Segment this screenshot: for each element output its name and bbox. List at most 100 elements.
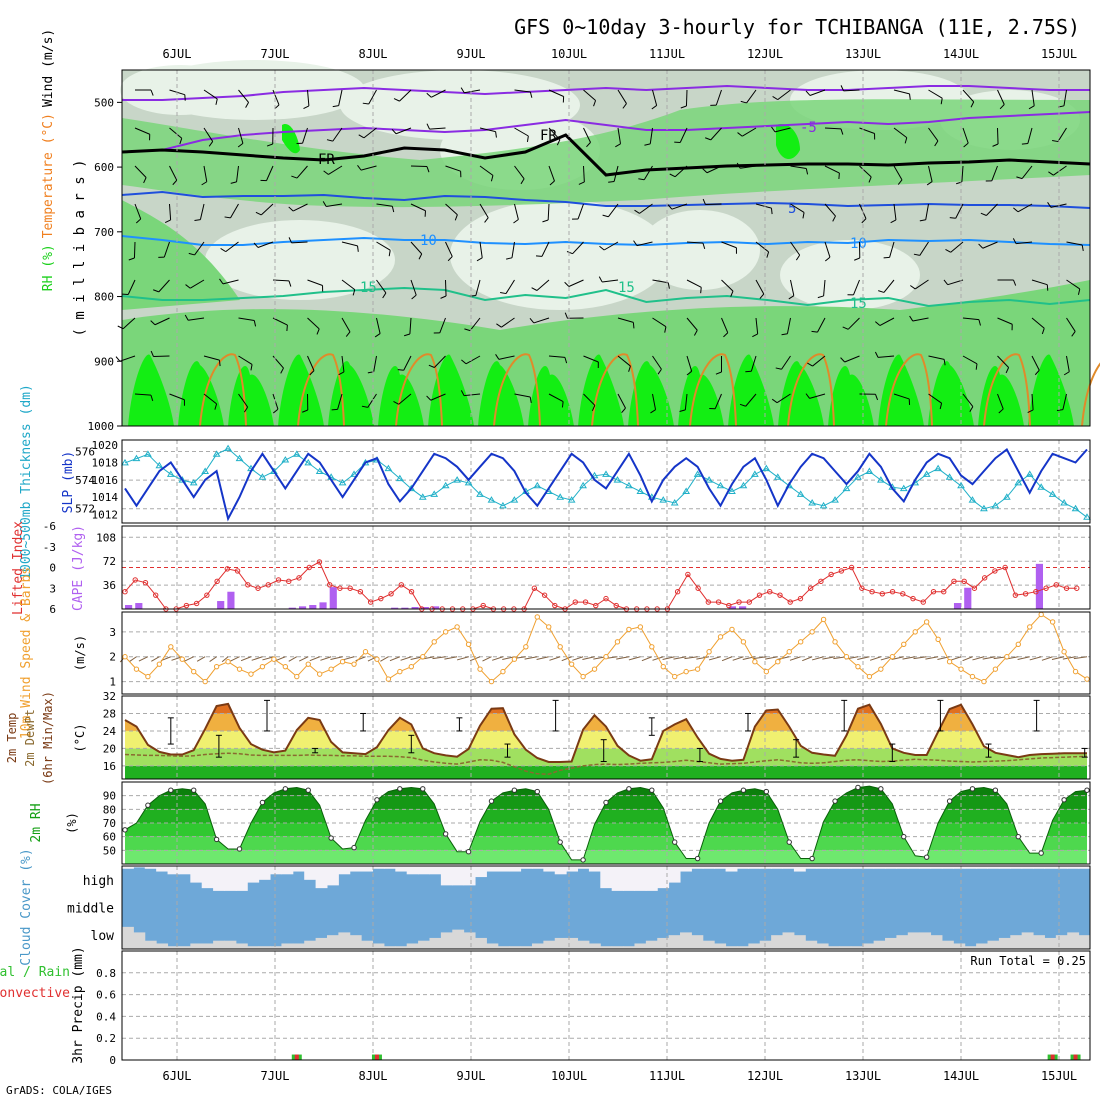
isotherm-line [121, 111, 1091, 153]
thickness-point [773, 473, 782, 480]
cape-bar [319, 602, 327, 609]
low-cloud-cell [224, 940, 237, 949]
high-clear-cell [816, 866, 829, 869]
wind10-point [259, 663, 266, 670]
wind-barb [398, 393, 412, 405]
lifted-index-point [746, 599, 752, 605]
wind-barb-flag [599, 245, 605, 251]
isotherm-surface [591, 353, 639, 427]
wind10-point [236, 666, 243, 672]
wind-barb [514, 165, 525, 180]
wind-barb [617, 317, 634, 323]
wind10-barb [288, 656, 298, 662]
wind-barb [498, 355, 515, 360]
wind10-point [1084, 676, 1090, 682]
thickness-point [1071, 504, 1080, 512]
isotherm-surface [885, 353, 933, 427]
lifted-index-point [756, 592, 763, 598]
wind-barb-flag [418, 253, 423, 260]
high-clear-cell [383, 866, 396, 869]
lifted-index-point [941, 589, 947, 595]
wind-barb-flag [164, 219, 171, 223]
wind10-barb [380, 656, 389, 662]
wind-barb [928, 393, 942, 404]
wind-barb-flag [919, 219, 926, 222]
wind-barb-flag [245, 102, 250, 108]
wind-barb-flag [332, 105, 339, 108]
wind-barb-flag [561, 401, 564, 408]
wind-barb [514, 89, 531, 93]
low-cloud-cell [873, 940, 886, 949]
wind-barb [652, 279, 669, 284]
wind-barb-flag [426, 92, 432, 98]
wind-barb-flag [250, 364, 253, 371]
wind-barb [603, 241, 619, 251]
low-cloud-cell [315, 937, 328, 949]
isotherm-label: 15 [618, 280, 635, 296]
rh-saturated-plume [978, 365, 1024, 426]
low-cloud-cell [736, 946, 749, 949]
wind-barb-flag [391, 206, 395, 213]
high-clear-cell [1044, 866, 1057, 869]
low-cloud-cell [634, 943, 647, 949]
wind-barb [962, 355, 978, 365]
wind-barb [501, 317, 515, 328]
wind-barb-flag [1016, 176, 1023, 180]
low-cloud-cell [680, 932, 692, 949]
low-cloud-cell [1010, 935, 1023, 949]
wind-barb [883, 279, 895, 293]
wind-barb-flag [179, 138, 183, 145]
wind-barb-flag [715, 371, 722, 375]
wind-barb [893, 165, 903, 181]
wind-barb-flag [878, 290, 885, 293]
rh-unit: (%) [65, 812, 79, 834]
low-cloud-cell [429, 937, 442, 949]
wind-barb [302, 127, 308, 144]
wind-barb-flag [854, 257, 860, 261]
wind10-barb [320, 656, 332, 661]
wind10-point [1072, 668, 1079, 675]
wind-barb [395, 127, 412, 135]
wind10-point [740, 639, 747, 645]
rh-point [374, 797, 380, 803]
wind-barb-flag [667, 282, 670, 289]
low-cloud-cell [349, 935, 362, 949]
wind10-point [557, 644, 563, 650]
high-clear-cell [964, 866, 977, 869]
wind-barb [991, 165, 998, 182]
SLP-line [124, 447, 1088, 522]
wind10-barb [536, 656, 549, 661]
wind-barb [1031, 393, 1034, 410]
wind-barb [721, 317, 729, 333]
wind-barb-flag [153, 289, 159, 293]
wind-barb [746, 89, 757, 104]
wind10-point [397, 668, 403, 675]
isotherm-surface [297, 353, 345, 427]
wind10-point [282, 663, 289, 670]
lifted-index-point [726, 602, 732, 609]
wind-barb-flag [705, 137, 711, 141]
wind-barb [742, 127, 757, 137]
wind-barb [652, 393, 657, 410]
low-cloud-cell [361, 940, 374, 949]
lifted-index-point [859, 585, 865, 591]
wind10-barb [950, 656, 962, 661]
low-cloud-cell [657, 937, 670, 949]
pressure-tick-label: 700 [94, 226, 114, 239]
wind10-barb [221, 656, 229, 663]
low-cloud-cell [588, 943, 601, 949]
wind-barb [475, 279, 481, 296]
wind-barb [163, 241, 170, 258]
wind-barb [755, 317, 759, 334]
wind-barb [715, 89, 722, 106]
high-clear-cell [418, 866, 430, 875]
wind-barb [445, 279, 447, 297]
rh-axis-label: 2m RH [29, 803, 44, 842]
wind-barb [781, 355, 791, 370]
wind-barb [338, 89, 343, 106]
high-clear-cell [1067, 866, 1080, 869]
low-cloud-cell [475, 937, 487, 949]
wind-barb [332, 127, 343, 142]
thickness-point [189, 478, 198, 486]
wind-barb [824, 127, 842, 130]
